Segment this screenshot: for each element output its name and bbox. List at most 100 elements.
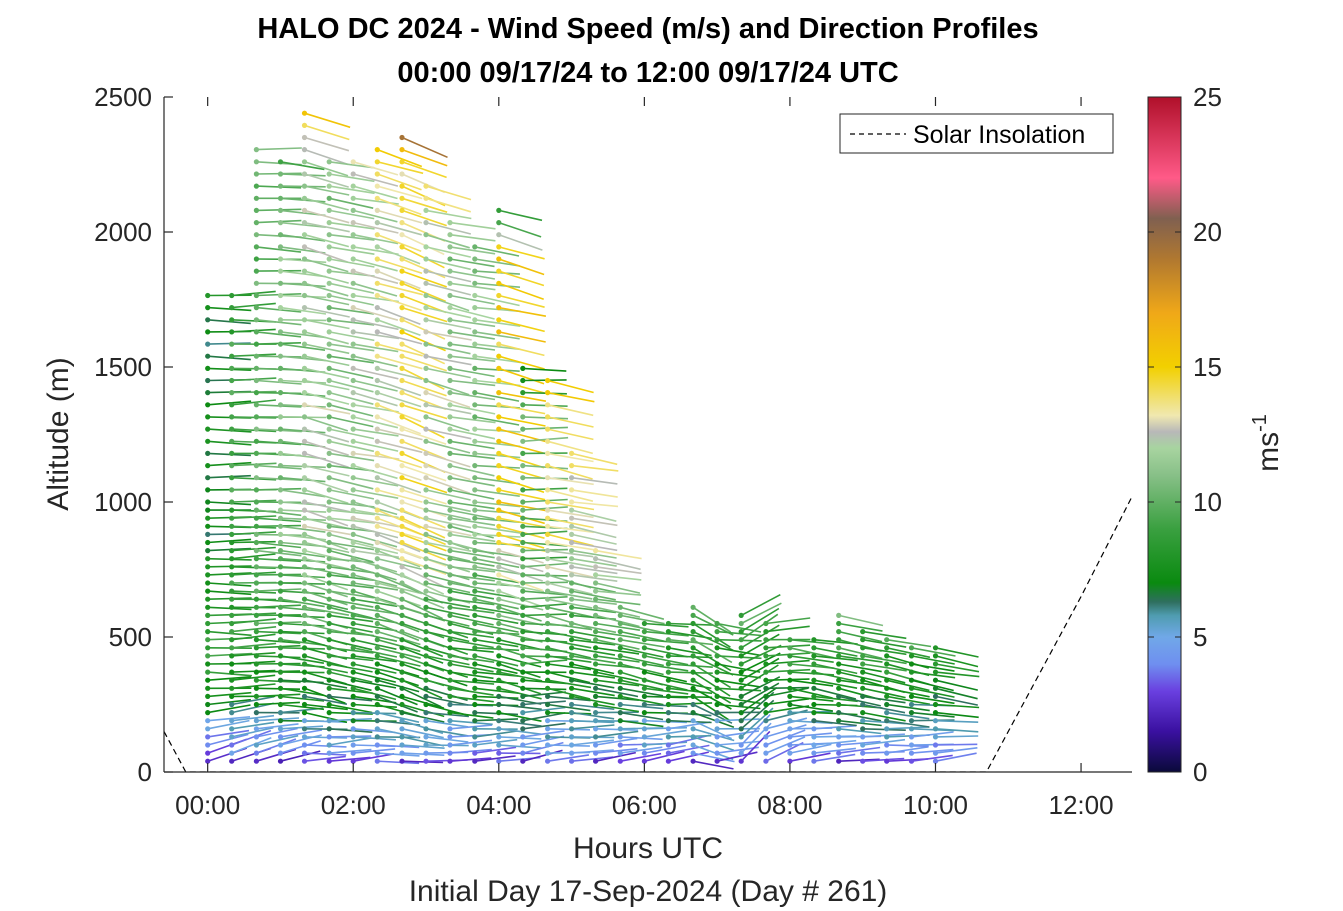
wind-barb-point — [545, 564, 551, 570]
wind-barb-point — [665, 726, 672, 732]
wind-barb-point — [496, 232, 502, 238]
wind-barb-shaft — [547, 679, 592, 689]
wind-barb-point — [569, 718, 575, 724]
wind-barb-point — [326, 677, 332, 683]
wind-barb-shaft — [498, 306, 547, 317]
wind-barb-point — [787, 653, 793, 659]
wind-barb-shaft — [256, 738, 297, 754]
wind-barb-shaft — [668, 655, 713, 659]
wind-barb-shaft — [425, 711, 469, 718]
wind-barb-shaft — [353, 655, 397, 663]
wind-barb-shaft — [595, 598, 641, 606]
wind-barb-point — [350, 620, 356, 627]
wind-barb-point — [569, 669, 575, 675]
wind-barb-point — [326, 183, 332, 189]
wind-barb — [545, 669, 591, 684]
wind-barb-shaft — [740, 602, 782, 625]
wind-barb-shaft — [449, 647, 494, 653]
wind-barb — [326, 718, 372, 724]
wind-barb-point — [229, 556, 235, 562]
wind-barb-point — [447, 402, 453, 408]
wind-barb — [374, 677, 420, 693]
wind-barb-point — [520, 548, 526, 554]
wind-barb-point — [277, 438, 284, 444]
wind-barb-point — [472, 402, 478, 408]
wind-barb — [569, 463, 619, 472]
wind-barb-point — [520, 653, 526, 659]
wind-barb-point — [399, 612, 405, 619]
wind-barb-point — [811, 701, 817, 708]
wind-barb — [545, 564, 594, 578]
wind-barb — [423, 292, 470, 312]
colorbar-unit-exponent: -1 — [1249, 414, 1271, 432]
wind-barb-point — [350, 548, 356, 554]
wind-barb-point — [520, 710, 526, 716]
wind-barb — [326, 183, 375, 195]
wind-barb-point — [690, 710, 696, 716]
wind-barb-point — [423, 183, 429, 189]
wind-barb-point — [545, 580, 551, 586]
wind-barb — [496, 317, 545, 333]
wind-barb-point — [399, 718, 405, 724]
wind-barb-point — [301, 171, 308, 177]
wind-barb — [423, 629, 470, 643]
wind-barb — [253, 637, 301, 644]
wind-barb — [617, 693, 664, 706]
wind-barb-shaft — [474, 355, 521, 364]
wind-barb — [811, 653, 858, 662]
wind-barb — [787, 743, 832, 756]
wind-barb — [423, 463, 471, 481]
wind-barb-shaft — [329, 197, 374, 209]
wind-barb-point — [229, 701, 235, 708]
wind-barb-point — [908, 677, 915, 683]
wind-barb — [301, 365, 350, 380]
wind-barb-point — [908, 653, 915, 659]
wind-barb — [496, 414, 546, 427]
wind-barb — [593, 751, 636, 764]
wind-barb-shaft — [231, 674, 276, 681]
wind-barb-point — [714, 645, 720, 651]
wind-barb-point — [472, 572, 478, 578]
wind-barb-shaft — [547, 557, 594, 568]
wind-barb-point — [253, 653, 259, 659]
wind-barb-point — [374, 548, 380, 554]
wind-barb-point — [472, 758, 478, 764]
wind-barb-point — [496, 564, 502, 570]
wind-barb-shaft — [256, 638, 301, 644]
wind-barb — [277, 353, 326, 362]
wind-barb-shaft — [304, 517, 350, 530]
wind-barb-point — [350, 718, 356, 724]
wind-barb — [545, 685, 591, 700]
wind-barb-point — [374, 171, 380, 177]
wind-barb — [447, 629, 495, 639]
wind-barb — [229, 539, 276, 546]
wind-barb — [665, 693, 713, 700]
wind-barb — [399, 750, 445, 756]
wind-barb — [423, 450, 471, 468]
wind-barb-shaft — [353, 753, 395, 762]
wind-barb-shaft — [377, 582, 423, 595]
wind-barb-point — [374, 377, 380, 384]
wind-barb-shaft — [765, 659, 810, 665]
wind-barb-point — [277, 604, 284, 610]
wind-barb — [472, 548, 520, 558]
wind-barb — [374, 244, 421, 265]
wind-barb-shaft — [425, 185, 472, 201]
wind-barb — [374, 292, 422, 312]
wind-barb — [545, 742, 590, 748]
wind-barb-point — [932, 653, 939, 659]
wind-barb-point — [545, 726, 551, 732]
wind-barb-shaft — [256, 147, 302, 151]
wind-barb-shaft — [522, 541, 568, 547]
wind-barb-shaft — [595, 590, 642, 596]
wind-barb-shaft — [353, 622, 398, 632]
wind-barb-point — [253, 645, 259, 651]
wind-barb-point — [326, 612, 332, 619]
wind-barb — [326, 653, 374, 662]
wind-barb-shaft — [740, 613, 779, 641]
wind-barb-point — [617, 726, 623, 732]
wind-barb — [374, 183, 423, 200]
wind-barb — [641, 653, 689, 666]
wind-barb — [714, 693, 761, 705]
wind-barb-shaft — [547, 687, 591, 700]
